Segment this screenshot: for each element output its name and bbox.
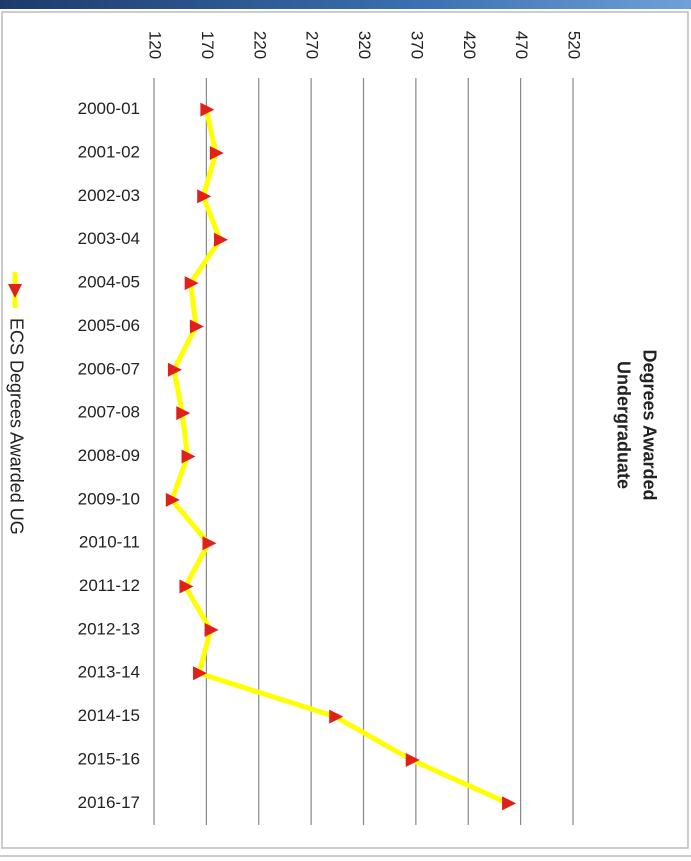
point-marker: [213, 232, 228, 247]
category-label: 2001-02: [78, 143, 140, 162]
value-tick-label: 470: [512, 31, 531, 59]
value-tick-label: 520: [565, 31, 584, 59]
point-marker: [189, 319, 204, 334]
legend-label: ECS Degrees Awarded UG: [6, 318, 26, 535]
category-label: 2000-01: [78, 99, 140, 118]
category-label: 2013-14: [78, 663, 140, 682]
point-marker: [209, 146, 224, 161]
category-label: 2008-09: [78, 446, 140, 465]
category-label: 2011-12: [79, 576, 140, 595]
point-marker: [197, 189, 212, 204]
chart-title: Degrees Awarded: [639, 349, 659, 500]
point-marker: [179, 579, 194, 594]
value-tick-label: 420: [460, 31, 479, 59]
value-tick-label: 120: [146, 31, 165, 59]
category-label: 2014-15: [78, 706, 140, 725]
point-marker: [329, 709, 344, 724]
value-tick-label: 370: [407, 31, 426, 59]
point-marker: [405, 752, 420, 767]
category-label: 2010-11: [79, 533, 140, 552]
category-label: 2004-05: [78, 273, 140, 292]
point-marker: [176, 406, 191, 421]
category-label: 2015-16: [78, 749, 140, 768]
value-tick-label: 320: [355, 31, 374, 59]
frame: [1, 11, 689, 849]
value-tick-label: 220: [250, 31, 269, 59]
category-label: 2007-08: [78, 403, 140, 422]
point-marker: [200, 102, 215, 117]
chart-title: Undergraduate: [613, 361, 633, 489]
point-marker: [193, 666, 208, 681]
top-band: [0, 0, 691, 9]
value-tick-label: 270: [303, 31, 322, 59]
category-label: 2016-17: [78, 793, 140, 812]
category-label: 2002-03: [78, 186, 140, 205]
category-label: 2005-06: [78, 316, 140, 335]
category-label: 2012-13: [78, 619, 140, 638]
point-marker: [204, 622, 219, 637]
point-marker: [502, 796, 517, 811]
series-line: [169, 109, 510, 806]
point-marker: [181, 449, 196, 464]
point-marker: [167, 362, 182, 377]
point-marker: [165, 492, 180, 507]
category-label: 2003-04: [78, 229, 140, 248]
legend-marker: [8, 284, 22, 298]
point-marker: [184, 276, 199, 291]
value-tick-label: 170: [198, 31, 217, 59]
category-label: 2006-07: [78, 359, 140, 378]
category-label: 2009-10: [78, 489, 140, 508]
point-marker: [202, 536, 217, 551]
